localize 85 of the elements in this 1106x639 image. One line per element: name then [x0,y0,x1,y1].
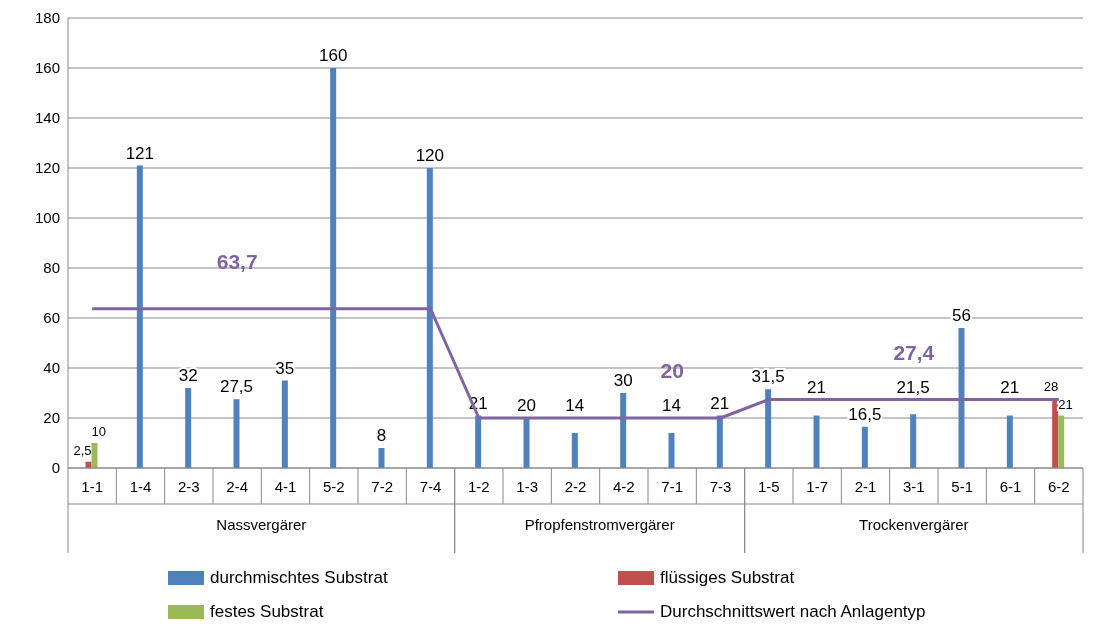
bar [910,414,917,468]
data-label: 2,5 [73,442,92,458]
bar [765,389,772,468]
legend-label: festes Substrat [210,602,324,622]
data-label: 31,5 [751,367,785,387]
bar [571,433,578,468]
bar [378,448,385,468]
x-tick-label: 7-4 [419,478,442,495]
x-tick-label: 2-4 [226,478,249,495]
bar [281,380,288,468]
legend-label: Durchschnittswert nach Anlagentyp [660,602,926,622]
bar [861,426,868,468]
data-label: 20 [517,396,536,415]
bar [668,433,675,468]
bar [1052,398,1059,468]
data-label: 35 [275,358,295,378]
data-label: 120 [415,146,445,165]
data-label: 16,5 [848,404,882,424]
y-tick-label: 0 [51,459,60,477]
data-label: 21 [710,393,730,413]
data-label: 8 [376,426,387,445]
data-label: 14 [662,396,681,415]
y-tick-label: 40 [43,359,60,377]
x-tick-label: 4-1 [274,478,297,495]
y-tick-label: 140 [34,109,60,127]
bar [475,415,482,468]
y-tick-label: 20 [43,409,60,427]
data-label: 27,5 [219,377,254,397]
data-label: 30 [613,371,633,390]
bar [813,415,820,468]
data-label: 28 [1043,379,1059,394]
x-tick-label: 5-2 [322,478,345,495]
bar [330,68,337,468]
y-tick-label: 160 [34,59,60,77]
y-tick-label: 120 [34,159,60,177]
bar [233,399,240,468]
x-tick-label: 7-3 [709,478,732,495]
data-label: 63,7 [216,249,258,273]
x-tick-label: 6-1 [999,478,1022,495]
bar [136,165,143,468]
data-label: 56 [952,306,971,325]
data-label: 21 [1000,377,1020,397]
data-label: 21,5 [896,377,930,397]
data-label: 21 [1058,396,1073,412]
legend-label: flüssiges Substrat [660,568,795,588]
data-label: 32 [178,366,198,385]
x-tick-label: 1-7 [806,478,829,495]
data-label: 27,4 [893,340,935,364]
x-tick-label: 7-2 [371,478,394,495]
x-tick-label: 1-3 [516,478,539,495]
x-tick-label: 6-2 [1047,478,1070,495]
text: Pfropfenstromvergärer [524,516,675,533]
y-tick-label: 100 [34,209,60,227]
text: Trockenvergärer [859,516,969,533]
x-tick-label: 4-2 [612,478,635,495]
x-tick-label: 2-1 [854,478,877,495]
bar [1058,415,1065,468]
bar [958,328,965,468]
bar [426,168,433,468]
x-tick-label: 2-2 [564,478,587,495]
data-label: 20 [660,359,684,382]
x-tick-label: 2-3 [177,478,200,495]
text: Nassvergärer [216,516,307,533]
bar [185,388,192,468]
x-tick-label: 1-4 [129,478,152,495]
x-tick-label: 3-1 [902,478,925,495]
bar [91,443,98,468]
bar [716,415,723,468]
data-label: 121 [125,143,155,163]
x-tick-label: 1-5 [757,478,780,495]
x-tick-label: 5-1 [951,478,974,495]
data-label: 14 [565,396,585,415]
data-label: 21 [807,377,826,397]
bar [620,393,627,468]
bar [523,418,530,468]
y-tick-label: 80 [43,259,60,277]
legend-label: durchmischtes Substrat [210,568,388,588]
x-tick-label: 1-2 [467,478,490,495]
x-tick-label: 7-1 [661,478,684,495]
data-label: 10 [91,424,106,439]
y-tick-label: 60 [43,309,60,327]
data-label: 160 [318,46,348,65]
y-tick-label: 180 [34,9,60,27]
bar [1006,415,1013,468]
x-tick-label: 1-1 [81,478,104,495]
